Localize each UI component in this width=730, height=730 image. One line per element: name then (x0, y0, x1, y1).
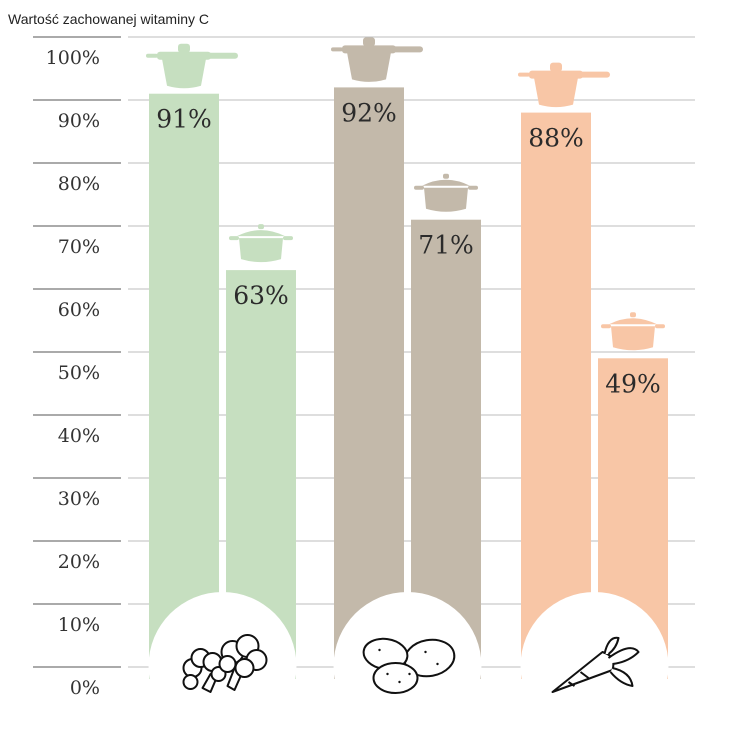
potatoes-icon (362, 637, 456, 694)
cooking-pot-icon (229, 224, 293, 263)
bar-value-label: 71% (418, 231, 474, 260)
y-tick-label: 40% (58, 425, 100, 447)
bar (334, 87, 404, 679)
bar-value-label: 88% (528, 124, 584, 153)
cooking-pot-icon (414, 173, 478, 212)
pressure-cooker-icon (518, 62, 610, 108)
y-tick-label: 30% (58, 488, 100, 510)
y-tick-label: 20% (58, 551, 100, 573)
y-tick-label: 10% (58, 614, 100, 636)
y-tick-label: 0% (70, 677, 100, 699)
pressure-cooker-icon (331, 37, 423, 82)
bar (521, 112, 591, 680)
y-tick-label: 70% (58, 236, 100, 258)
cooking-pot-icon (601, 312, 665, 351)
bar-value-label: 63% (233, 281, 289, 310)
bar (149, 93, 219, 679)
y-tick-label: 100% (46, 47, 100, 69)
y-tick-label: 60% (58, 299, 100, 321)
broccoli-icon (182, 634, 268, 693)
bar-value-label: 92% (341, 98, 397, 127)
bar-value-label: 49% (605, 369, 661, 398)
chart-title: Wartość zachowanej witaminy C (8, 11, 209, 27)
bar-value-label: 91% (156, 105, 212, 134)
y-tick-label: 90% (58, 110, 100, 132)
pressure-cooker-icon (146, 43, 238, 89)
y-tick-label: 80% (58, 173, 100, 195)
y-tick-label: 50% (58, 362, 100, 384)
carrot-icon (551, 636, 640, 693)
